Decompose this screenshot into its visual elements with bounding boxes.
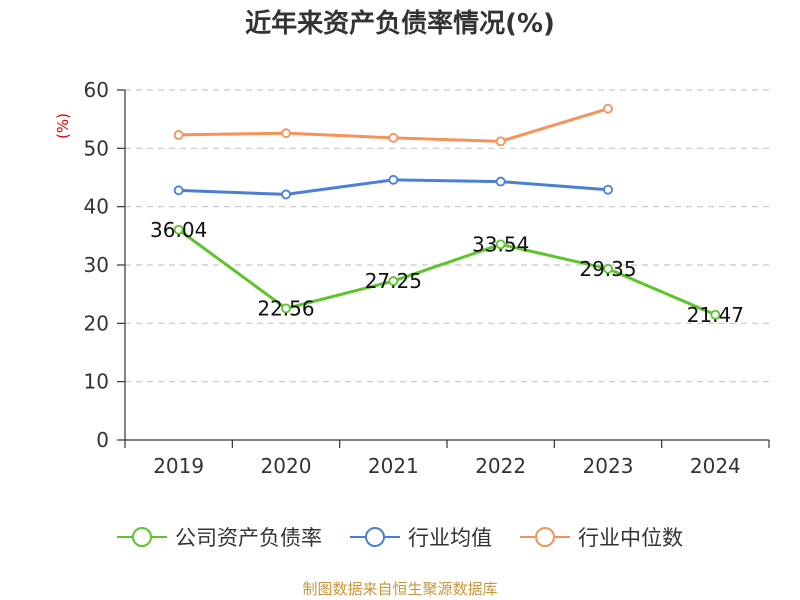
- legend-label: 行业均值: [408, 526, 492, 550]
- data-point: [495, 239, 506, 250]
- y-tick-label: 40: [84, 195, 109, 219]
- x-tick-label: 2021: [368, 454, 419, 478]
- y-tick-label: 20: [84, 311, 109, 335]
- y-tick-label: 60: [84, 78, 109, 102]
- data-point: [173, 130, 184, 140]
- source-note: 制图数据来自恒生聚源数据库: [302, 580, 497, 598]
- axes: 0 10 20 30 40 50 60 2019 2020 2021 2022 2023 2024: [84, 78, 770, 478]
- data-label: 29.35: [579, 257, 636, 281]
- x-tick-label: 2023: [583, 454, 634, 478]
- data-point: [173, 185, 184, 196]
- data-label: 21.47: [687, 303, 744, 327]
- data-label: 22.56: [257, 296, 314, 320]
- x-tick-label: 2024: [690, 454, 741, 478]
- legend-item[interactable]: 行业均值: [350, 526, 492, 550]
- legend-item[interactable]: 公司资产负债率: [117, 526, 322, 550]
- x-tick-label: 2020: [261, 454, 312, 478]
- x-tick-label: 2022: [475, 454, 526, 478]
- legend-item[interactable]: 行业中位数: [520, 526, 683, 550]
- data-point: [388, 132, 399, 143]
- data-point: [388, 174, 399, 185]
- gridlines: [125, 89, 769, 383]
- y-tick-label: 30: [84, 253, 109, 277]
- data-point: [495, 136, 506, 147]
- data-point: [281, 303, 291, 314]
- series-layer: [173, 103, 721, 320]
- chart-title: 近年来资产负债率情况(%): [245, 8, 555, 39]
- series-line: [177, 228, 716, 317]
- y-tick-label: 0: [96, 428, 109, 452]
- data-label: 36.04: [150, 218, 207, 242]
- y-tick-label: 10: [84, 370, 109, 394]
- data-point: [281, 128, 291, 139]
- data-point: [281, 189, 291, 200]
- legend-swatch-marker: [535, 527, 555, 547]
- legend-swatch-marker: [365, 527, 385, 547]
- legend: 公司资产负债率 行业均值 行业中位数: [117, 526, 683, 550]
- legend-label: 行业中位数: [578, 526, 683, 550]
- data-point: [495, 176, 506, 187]
- data-point: [603, 103, 613, 114]
- x-tick-label: 2019: [153, 454, 204, 478]
- y-axis-unit-label: (%): [54, 113, 72, 139]
- data-point: [603, 263, 613, 274]
- data-point: [710, 309, 721, 320]
- legend-swatch-marker: [132, 527, 152, 547]
- data-label: 33.54: [472, 232, 529, 256]
- y-tick-label: 50: [84, 136, 109, 160]
- data-point: [603, 184, 613, 195]
- legend-label: 公司资产负债率: [175, 526, 322, 550]
- data-label: 27.25: [365, 269, 422, 293]
- data-point: [173, 224, 184, 235]
- data-point: [388, 276, 399, 286]
- data-labels: 36.04 22.56 27.25 33.54 29.35 21.47: [150, 218, 744, 327]
